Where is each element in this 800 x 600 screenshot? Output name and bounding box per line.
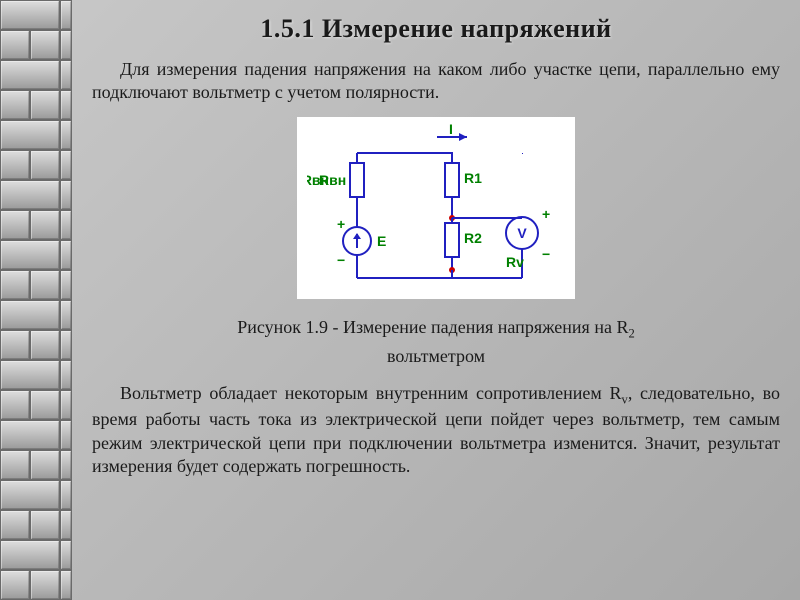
- svg-text:E: E: [377, 233, 386, 249]
- svg-text:I: I: [449, 123, 453, 137]
- caption-line1: Рисунок 1.9 - Измерение падения напряжен…: [237, 317, 628, 337]
- brick-sidebar: [0, 0, 72, 600]
- svg-text:−: −: [337, 252, 345, 268]
- figure-caption: Рисунок 1.9 - Измерение падения напряжен…: [92, 314, 780, 370]
- body-paragraph: Вольтметр обладает некоторым внутренним …: [92, 382, 780, 478]
- svg-text:V: V: [517, 225, 527, 241]
- svg-text:−: −: [542, 246, 550, 262]
- page-title: 1.5.1 Измерение напряжений: [92, 14, 780, 44]
- body-text1: Вольтметр обладает некоторым внутренним …: [120, 383, 622, 403]
- svg-text:+: +: [337, 216, 345, 232]
- caption-line2: вольтметром: [387, 346, 485, 366]
- circuit-figure: IRвнVRвнR1R2ERv+−+−: [297, 117, 575, 299]
- svg-text:Rвн: Rвн: [319, 172, 346, 188]
- svg-text:Rv: Rv: [506, 254, 524, 270]
- page-content: 1.5.1 Измерение напряжений Для измерения…: [72, 0, 800, 510]
- svg-text:R2: R2: [464, 230, 482, 246]
- intro-paragraph: Для измерения падения напряжения на како…: [92, 58, 780, 105]
- figure-wrap: IRвнVRвнR1R2ERv+−+− Рисунок 1.9 - Измере…: [92, 117, 780, 370]
- circuit-diagram: IRвнVRвнR1R2ERv+−+−: [307, 123, 565, 293]
- caption-sub: 2: [628, 326, 634, 340]
- svg-text:R1: R1: [464, 170, 482, 186]
- svg-text:+: +: [542, 206, 550, 222]
- intro-text: Для измерения падения напряжения на како…: [92, 59, 780, 102]
